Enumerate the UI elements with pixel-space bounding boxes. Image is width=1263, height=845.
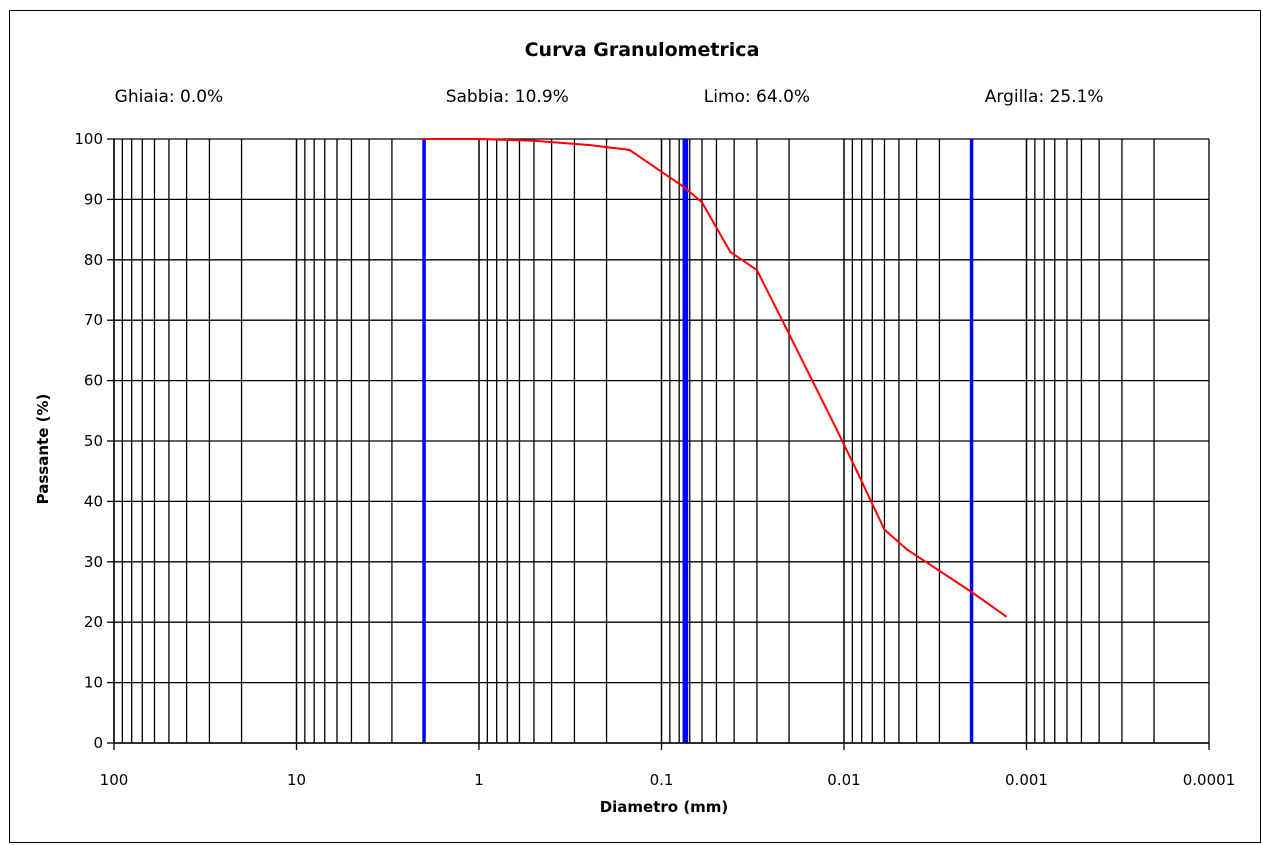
x-tick-label: 0.1: [650, 771, 674, 789]
data-point: [783, 325, 787, 328]
y-tick-label: 80: [84, 251, 103, 269]
x-tick-label: 0.01: [827, 771, 860, 789]
y-tick-label: 10: [84, 674, 103, 692]
y-tick-label: 0: [93, 734, 103, 752]
chart-frame: Curva Granulometrica Ghiaia: 0.0% Sabbia:…: [9, 10, 1261, 843]
fraction-label: Ghiaia: 0.0%: [115, 87, 224, 107]
data-point: [477, 137, 481, 141]
data-point: [755, 268, 759, 272]
data-point: [970, 590, 973, 594]
boundary-lines: [422, 139, 974, 743]
y-tick-label: 50: [84, 432, 103, 450]
chart-title: Curva Granulometrica: [525, 39, 760, 61]
y-tick-labels: 0 10 20 30 40 50 60 70 80 90 100: [74, 130, 114, 752]
y-tick-label: 30: [84, 553, 103, 571]
y-tick-label: 20: [84, 613, 103, 631]
x-tick-label: 0.001: [1005, 771, 1048, 789]
data-point: [587, 143, 591, 147]
grain-size-chart: Curva Granulometrica Ghiaia: 0.0% Sabbia:…: [34, 39, 1236, 816]
x-axis-title: Diametro (mm): [600, 798, 729, 816]
data-point: [855, 470, 859, 473]
data-point: [700, 201, 704, 204]
data-point: [906, 548, 909, 551]
y-axis-title: Passante (%): [34, 394, 52, 505]
data-point: [729, 250, 732, 254]
grid-lines: [113, 138, 1210, 744]
data-point: [532, 139, 536, 143]
fraction-label: Limo: 64.0%: [704, 87, 810, 107]
y-tick-label: 40: [84, 492, 103, 510]
x-tick-label: 0.0001: [1183, 771, 1236, 789]
data-point: [835, 427, 838, 431]
y-tick-label: 70: [84, 311, 103, 329]
data-point: [1004, 614, 1007, 618]
data-point: [628, 148, 631, 152]
x-tick-label: 10: [287, 771, 306, 789]
series-group: [422, 137, 1007, 618]
fraction-label: Argilla: 25.1%: [985, 87, 1104, 107]
data-point: [683, 186, 686, 189]
y-tick-label: 60: [84, 372, 103, 390]
fraction-label: Sabbia: 10.9%: [446, 87, 569, 107]
data-point: [883, 528, 886, 531]
series-line: [424, 138, 1007, 618]
fraction-labels: Ghiaia: 0.0% Sabbia: 10.9% Limo: 64.0% Argi…: [115, 87, 1104, 107]
x-tick-labels: 100 10 1 0.1 0.01 0.001 0.0001: [100, 743, 1236, 789]
y-tick-label: 100: [74, 130, 103, 148]
x-tick-label: 100: [100, 771, 129, 789]
data-point: [422, 137, 426, 141]
x-tick-label: 1: [474, 771, 484, 789]
y-tick-label: 90: [84, 190, 103, 208]
